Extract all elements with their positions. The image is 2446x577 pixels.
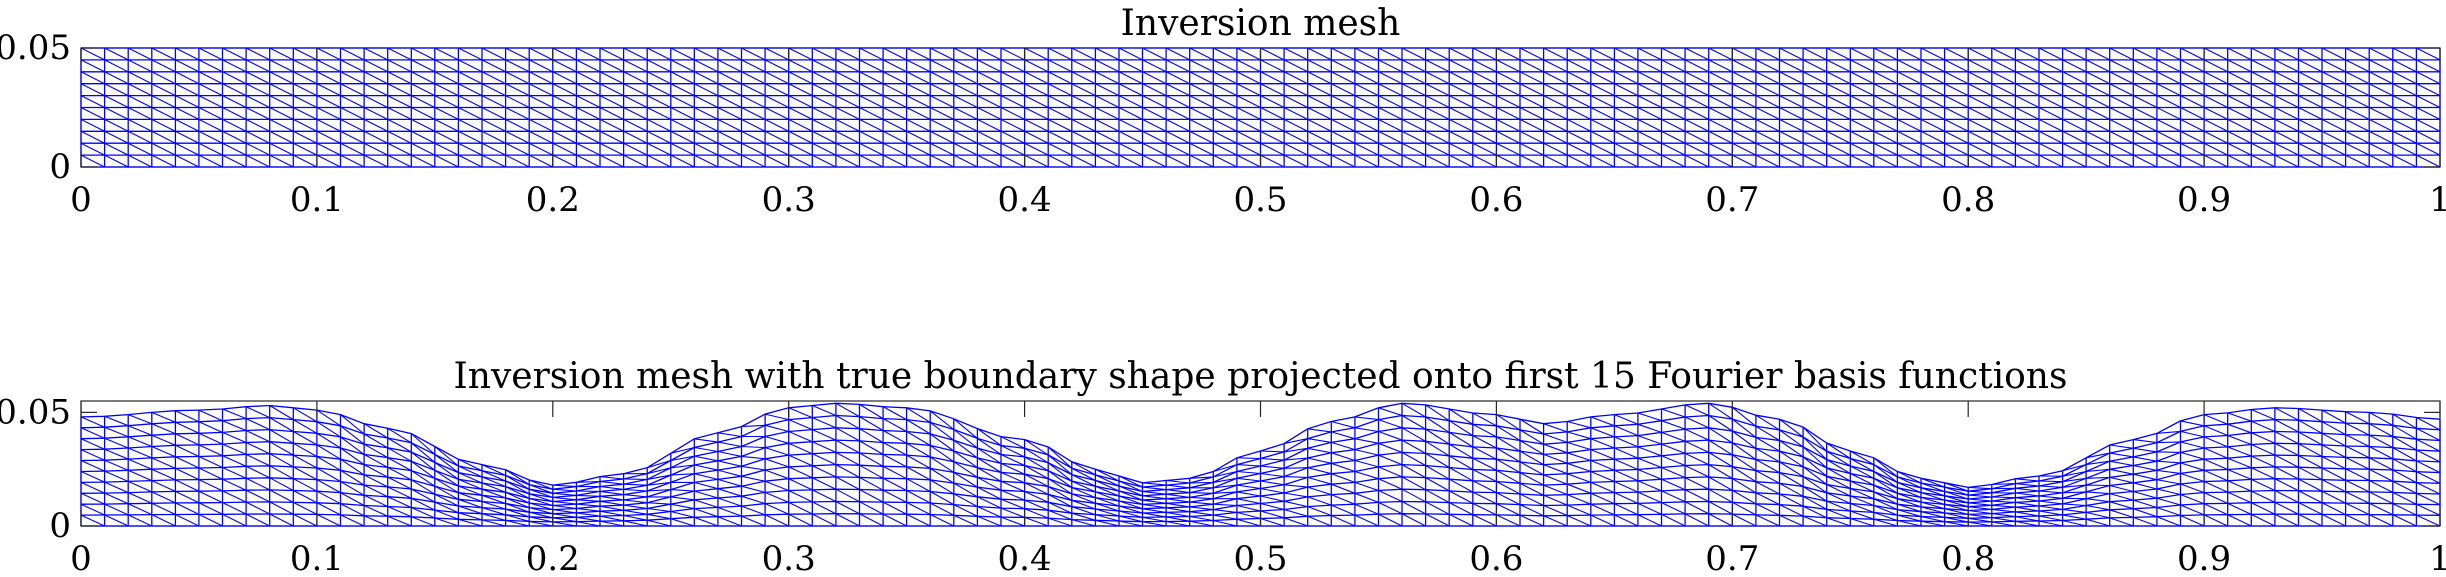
x-tick-label: 0.7 [1705,539,1759,577]
chart-title: Inversion mesh [1121,3,1401,44]
x-tick-label: 0.9 [2177,180,2231,220]
x-tick-label: 1 [2429,180,2446,220]
y-tick-label: 0 [49,147,71,187]
chart-title: Inversion mesh with true boundary shape … [454,356,2068,397]
y-tick-label: 0.05 [0,392,71,432]
x-tick-label: 0.8 [1941,180,1995,220]
x-tick-label: 1 [2429,539,2446,577]
x-tick-label: 0.7 [1705,180,1759,220]
y-tick-label: 0.05 [0,28,71,68]
y-tick-label: 0 [49,506,71,546]
x-tick-label: 0.3 [762,180,816,220]
x-tick-label: 0.5 [1233,539,1287,577]
x-tick-label: 0 [70,180,92,220]
x-tick-label: 0.4 [998,180,1052,220]
x-tick-label: 0.4 [998,539,1052,577]
x-tick-label: 0.3 [762,539,816,577]
x-tick-label: 0.8 [1941,539,1995,577]
top-mesh-plot: Inversion mesh 0 0.1 0.2 0.3 0.4 0.5 0.6 0.7 0.8 0… [0,3,2446,220]
x-tick-label: 0.2 [526,539,580,577]
x-tick-label: 0.6 [1469,539,1523,577]
x-tick-label: 0.2 [526,180,580,220]
x-tick-label: 0.9 [2177,539,2231,577]
x-tick-label: 0.6 [1469,180,1523,220]
bottom-mesh-plot: Inversion mesh with true boundary shape … [0,356,2446,577]
x-tick-label: 0.1 [290,539,344,577]
x-tick-label: 0 [70,539,92,577]
mesh-diagonals [80,402,2441,527]
mesh-diagonals [80,47,2441,168]
x-tick-label: 0.1 [290,180,344,220]
x-tick-label: 0.5 [1233,180,1287,220]
